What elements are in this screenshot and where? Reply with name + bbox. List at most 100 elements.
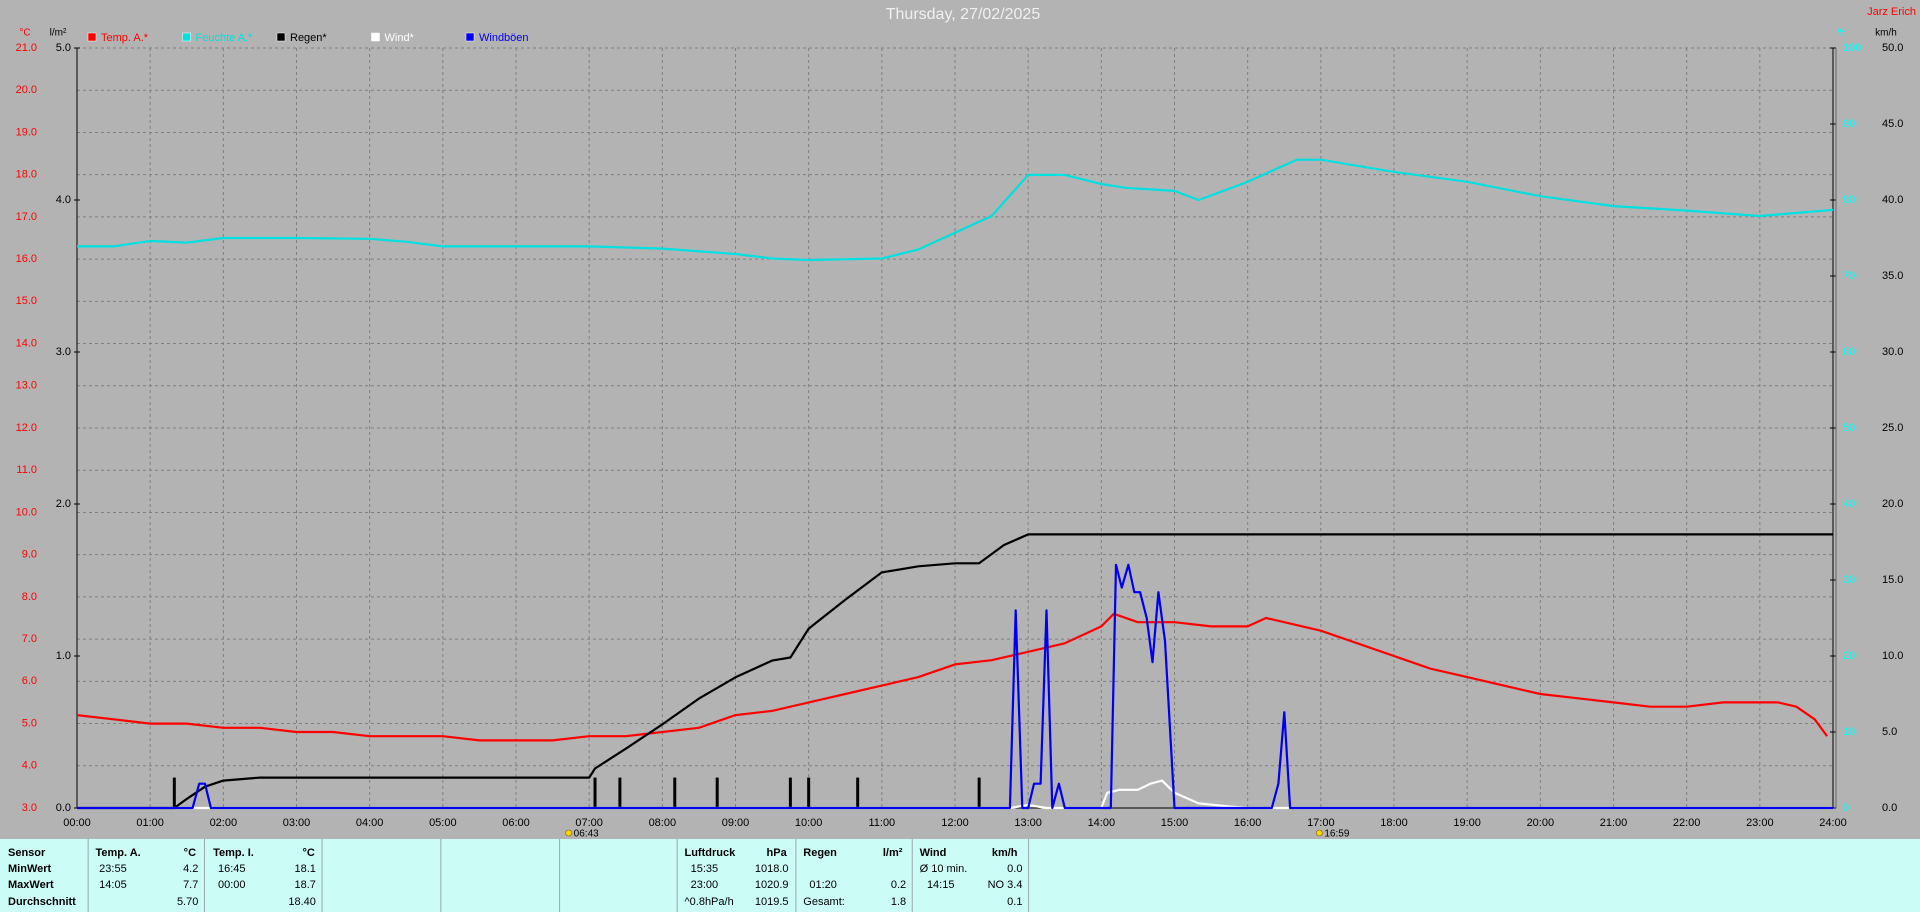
y-tick-label: 12.0: [16, 422, 37, 434]
row-label: MaxWert: [8, 879, 54, 891]
x-tick-label: 13:00: [1014, 817, 1042, 829]
x-tick-label: 20:00: [1527, 817, 1555, 829]
row-label: Sensor: [8, 847, 46, 859]
y-tick-label: 10.0: [1882, 650, 1903, 662]
y-tick-label: 20.0: [16, 84, 37, 96]
y-tick-label: 15.0: [16, 295, 37, 307]
y-tick-label: 3.0: [22, 802, 37, 814]
x-tick-label: 01:00: [136, 817, 164, 829]
background: [0, 0, 1920, 839]
y-tick-label: 10: [1843, 726, 1855, 738]
y-tick-label: 15.0: [1882, 574, 1903, 586]
cell-time: 14:05: [99, 879, 127, 891]
y-tick-label: 40: [1843, 498, 1855, 510]
series-line: [76, 612, 1828, 742]
x-tick-label: 05:00: [429, 817, 457, 829]
cell-value: 1020.9: [755, 879, 789, 891]
rain-bar: [618, 777, 622, 808]
legend-swatch: [465, 32, 475, 42]
x-tick-label: 09:00: [722, 817, 750, 829]
y-tick-label: 10.0: [16, 506, 37, 518]
axis-unit: °C: [19, 28, 30, 39]
column-header: Temp. A.: [96, 847, 141, 859]
x-tick-label: 22:00: [1673, 817, 1701, 829]
rain-bar: [715, 777, 719, 808]
y-tick-label: 21.0: [16, 42, 37, 54]
legend-swatch: [182, 32, 191, 42]
column-header: Temp. I.: [213, 847, 254, 859]
x-tick-label: 16:00: [1234, 817, 1262, 829]
rain-bar: [807, 777, 811, 808]
y-tick-label: 30.0: [1882, 346, 1903, 358]
rain-bar: [593, 777, 597, 808]
column-unit: °C: [302, 847, 314, 859]
y-tick-label: 20.0: [1882, 498, 1903, 510]
y-tick-label: 7.0: [22, 633, 37, 645]
y-tick-label: 4.0: [22, 760, 37, 772]
y-tick-label: 3.0: [56, 346, 71, 358]
axis-unit: %: [1838, 28, 1847, 39]
x-tick-label: 04:00: [356, 817, 384, 829]
y-tick-label: 1.0: [56, 650, 71, 662]
y-tick-label: 17.0: [16, 211, 37, 223]
y-tick-label: 13.0: [16, 380, 37, 392]
y-tick-label: 90: [1843, 118, 1855, 130]
cell-time: ^0.8hPa/h: [684, 896, 733, 908]
y-tick-label: 11.0: [16, 464, 37, 476]
x-tick-label: 14:00: [1088, 817, 1116, 829]
y-tick-label: 25.0: [1882, 422, 1903, 434]
y-tick-label: 100: [1843, 42, 1861, 54]
cell-value: 0.2: [891, 879, 906, 891]
y-tick-label: 0.0: [56, 802, 71, 814]
legend-label: Windböen: [479, 32, 529, 44]
cell-time: 14:15: [927, 879, 955, 891]
y-tick-label: 14.0: [16, 337, 37, 349]
series-line: [77, 779, 1833, 810]
x-tick-label: 11:00: [868, 817, 895, 829]
cell-value: 18.7: [294, 879, 315, 891]
cell-time: 23:55: [99, 863, 127, 875]
y-tick-label: 50.0: [1882, 42, 1903, 54]
x-tick-label: 17:00: [1307, 817, 1335, 829]
cell-value: 1.8: [891, 896, 906, 908]
series-line: [77, 158, 1834, 262]
rain-bar: [172, 777, 176, 808]
x-tick-label: 12:00: [941, 817, 969, 829]
legend-label: Wind*: [385, 32, 415, 44]
cell-value: 18.1: [294, 863, 315, 875]
rain-bar: [673, 777, 677, 808]
y-tick-label: 5.0: [1882, 726, 1897, 738]
rain-bar: [977, 777, 981, 808]
author: Jarz Erich: [1867, 6, 1916, 18]
x-tick-label: 10:00: [795, 817, 823, 829]
x-tick-label: 00:00: [63, 817, 91, 829]
x-tick-label: 02:00: [210, 817, 238, 829]
column-unit: l/m²: [883, 847, 903, 859]
y-tick-label: 5.0: [22, 717, 37, 729]
sun-icon: [565, 829, 572, 837]
x-tick-label: 06:00: [502, 817, 530, 829]
y-tick-label: 9.0: [22, 549, 37, 561]
cell-time: 23:00: [691, 879, 719, 891]
cell-time: 16:45: [218, 863, 246, 875]
y-tick-label: 30: [1843, 574, 1855, 586]
column-unit: °C: [184, 847, 196, 859]
y-tick-label: 60: [1843, 346, 1855, 358]
cell-value: 0.0: [1007, 863, 1022, 875]
x-tick-label: 07:00: [575, 817, 603, 829]
x-tick-label: 23:00: [1746, 817, 1774, 829]
rain-bar: [856, 777, 860, 808]
axis-unit: km/h: [1875, 28, 1897, 39]
y-tick-label: 18.0: [16, 169, 37, 181]
cell-value: 1019.5: [755, 896, 789, 908]
cell-time: Ø 10 min.: [920, 863, 968, 875]
y-tick-label: 0: [1843, 802, 1849, 814]
cell-time: Gesamt:: [803, 896, 845, 908]
y-tick-label: 5.0: [56, 42, 71, 54]
stats-background: [0, 839, 1920, 912]
legend-label: Regen*: [290, 32, 327, 44]
y-tick-label: 35.0: [1882, 270, 1903, 282]
x-tick-label: 18:00: [1380, 817, 1408, 829]
